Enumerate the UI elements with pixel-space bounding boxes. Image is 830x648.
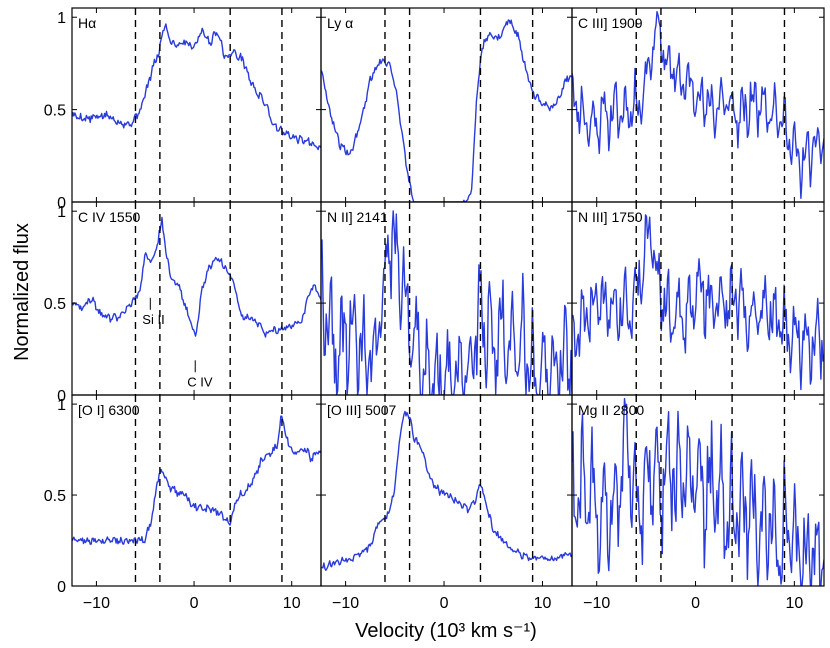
panel-label: C IV 1550: [78, 209, 140, 225]
spectrum-line: [72, 23, 321, 151]
panel-label: Ly α: [327, 15, 353, 31]
x-tick-label: 0: [691, 595, 700, 612]
y-tick-label: 0.5: [44, 488, 66, 505]
spectrum-line: [321, 210, 572, 395]
x-tick-label: 10: [283, 595, 301, 612]
panel-2-2: Mg II 2800 −10 0 10: [571, 394, 825, 612]
y-tick-label: 0: [57, 388, 66, 405]
x-tick-label: −10: [83, 595, 110, 612]
panel-label: C III] 1909: [578, 15, 643, 31]
y-tick-label: 1: [57, 10, 66, 27]
panel-0-0: Hα 0 0.5 1: [44, 7, 322, 212]
x-tick-label: 10: [534, 595, 552, 612]
panel-0-1: Ly α: [320, 7, 573, 203]
panel-frame: [71, 201, 322, 396]
y-axis-label: Normalized flux: [11, 223, 33, 361]
panel-2-0: [O I] 6300 0 0.5 1 −10 0 10: [44, 394, 322, 612]
y-tick-label: 0: [57, 579, 66, 596]
panel-1-0: C IV 1550 0 0.5 1: [44, 201, 322, 405]
line-id-annotation: Si II: [142, 297, 165, 327]
y-tick-label: 0: [57, 195, 66, 212]
spectrum-line: [572, 397, 824, 586]
panel-2-1: [O III] 5007 −10 0 10: [320, 394, 573, 612]
spectrum-line: [572, 214, 824, 391]
panel-label: Mg II 2800: [578, 402, 644, 418]
panel-frame: [571, 201, 825, 396]
spectrum-line: [321, 19, 572, 202]
panel-frame: [320, 7, 573, 203]
annotation-label: C IV: [187, 374, 213, 389]
panels-layer: Hα 0 0.5 1 Ly α C III] 1909 C IV 1550 0 0.5 1 N II…: [44, 7, 825, 612]
x-tick-label: 0: [440, 595, 449, 612]
spectrum-line: [72, 415, 321, 545]
x-axis-label: Velocity (10³ km s⁻¹): [355, 620, 537, 642]
panel-label: Hα: [78, 15, 96, 31]
y-tick-label: 1: [57, 204, 66, 221]
panel-1-1: N II] 2141: [320, 201, 573, 396]
line-id-annotation: C IV: [187, 360, 213, 389]
panel-frame: [571, 7, 825, 203]
panel-frame: [571, 394, 825, 587]
y-tick-label: 0.5: [44, 296, 66, 313]
spectrum-line: [572, 11, 824, 199]
x-tick-label: 10: [785, 595, 803, 612]
y-tick-label: 1: [57, 397, 66, 414]
x-tick-label: −10: [332, 595, 359, 612]
panel-label: N III] 1750: [578, 209, 643, 225]
spectrum-line: [72, 216, 321, 338]
panel-label: [O I] 6300: [78, 402, 140, 418]
panel-label: N II] 2141: [327, 209, 388, 225]
panel-frame: [71, 7, 322, 203]
x-tick-label: −10: [583, 595, 610, 612]
spectrum-line: [321, 410, 572, 571]
y-tick-label: 0.5: [44, 103, 66, 120]
annotation-label: Si II: [142, 312, 164, 327]
panel-1-2: N III] 1750: [571, 201, 825, 396]
panel-0-2: C III] 1909: [571, 7, 825, 203]
panel-label: [O III] 5007: [327, 402, 396, 418]
x-tick-label: 0: [190, 595, 199, 612]
